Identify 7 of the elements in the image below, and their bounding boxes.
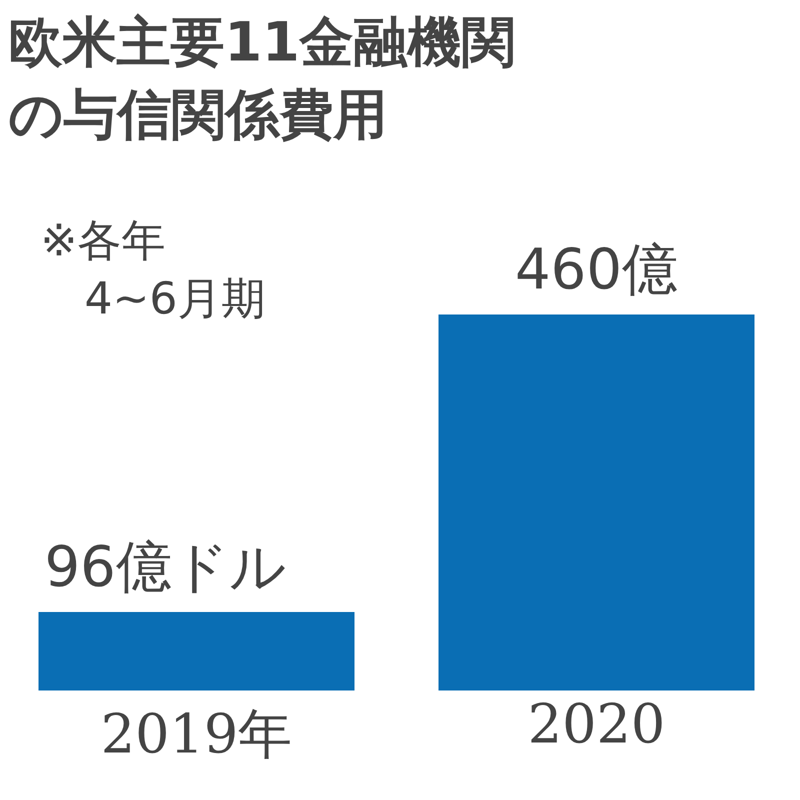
data-label: 96億ドル — [44, 535, 286, 600]
data-label: 460億 — [515, 237, 678, 302]
chart-title: 欧米主要11金融機関の与信関係費用 — [8, 10, 516, 146]
x-tick-label: 2019年 — [100, 702, 292, 766]
text: ※各年 — [40, 216, 166, 266]
x-tick-label: 2020 — [528, 692, 666, 756]
annotation: 4~6月期 — [84, 274, 266, 324]
